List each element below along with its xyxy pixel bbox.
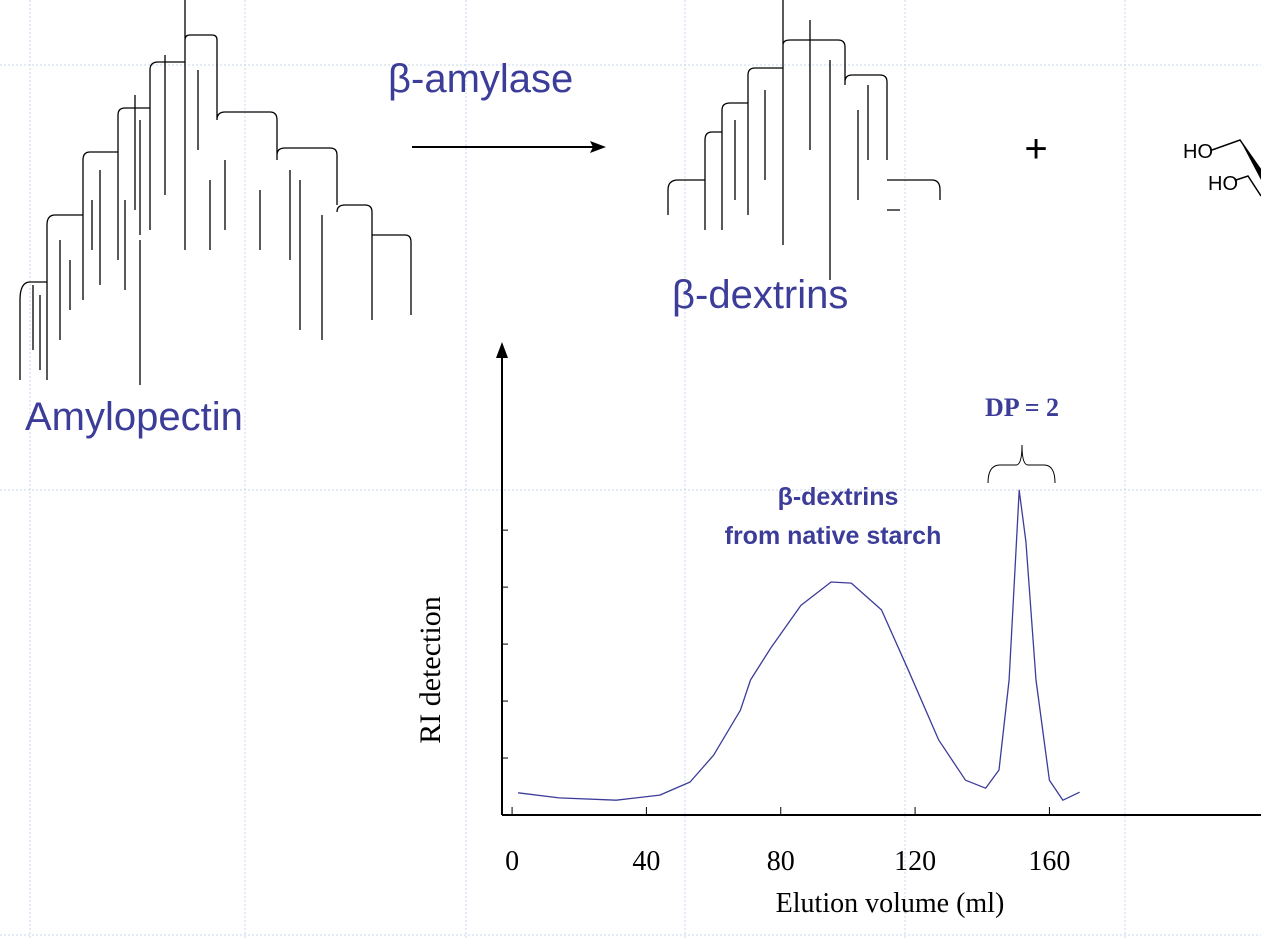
x-tick-label: 40 [632, 846, 660, 877]
hydroxyl-label: HO [1208, 173, 1238, 195]
product-label: β-dextrins [672, 273, 848, 317]
amylopectin-structure [19, 0, 412, 385]
chart-axes [496, 342, 1261, 816]
annotation: DP = 2 [985, 393, 1059, 422]
x-tick-label: 0 [505, 846, 519, 877]
x-tick-label: 80 [767, 846, 795, 877]
x-tick-label: 160 [1028, 846, 1070, 877]
x-tick-label: 120 [894, 846, 936, 877]
peak-brace [987, 444, 1056, 484]
annotation: from native starch [725, 522, 942, 550]
hydroxyl-label: HO [1183, 141, 1213, 163]
beta-dextrin-structure [667, 0, 941, 280]
plus-sign: + [1024, 127, 1047, 171]
enzyme-label: β-amylase [388, 57, 573, 101]
maltose-structure: HO HO [1183, 139, 1261, 197]
reaction-arrow-head [590, 141, 606, 153]
data-line [518, 489, 1080, 801]
x-axis-label: Elution volume (ml) [776, 888, 1005, 919]
substrate-label: Amylopectin [25, 395, 243, 439]
y-axis-label: RI detection [414, 596, 447, 743]
annotation: β-dextrins [778, 483, 899, 511]
